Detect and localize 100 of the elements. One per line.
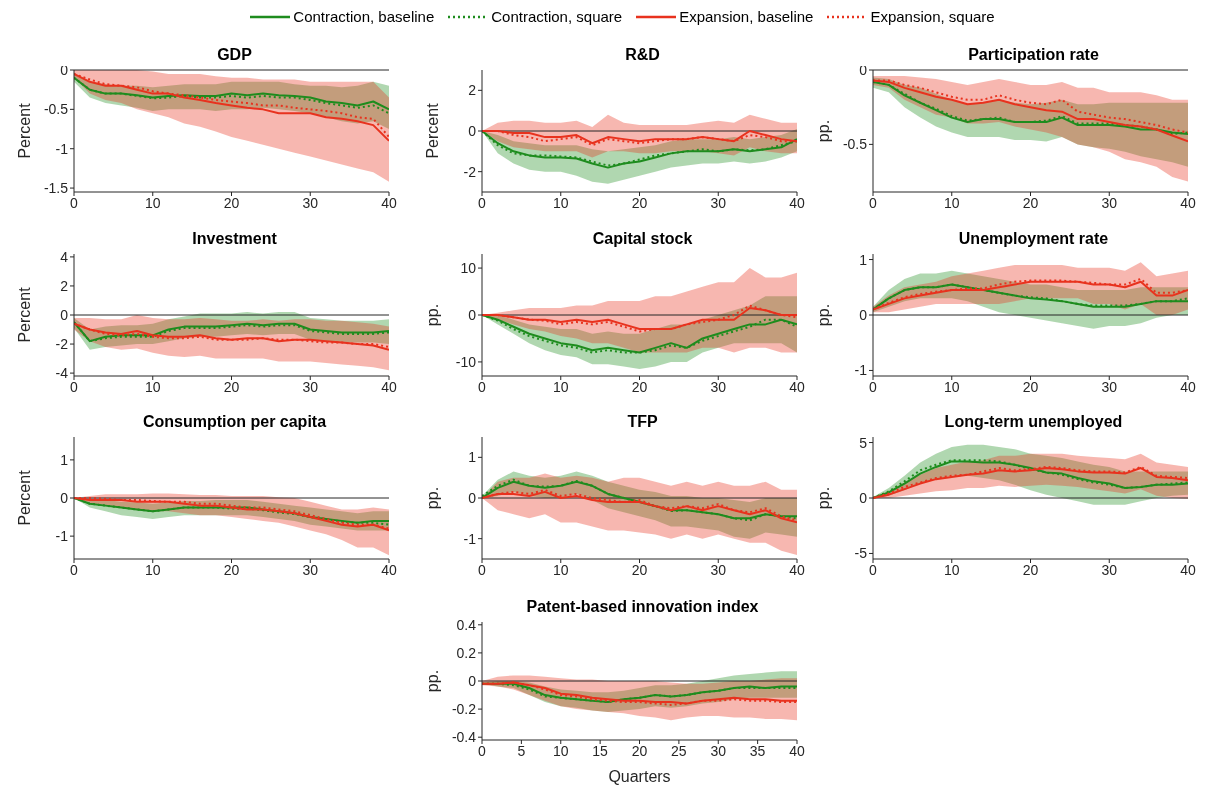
x-tick-label: 10 — [943, 561, 960, 578]
y-axis-title: pp. — [423, 303, 441, 327]
y-tick-label: -5 — [854, 545, 868, 562]
y-tick-label: 1 — [60, 451, 69, 468]
y-tick-label: 5 — [859, 434, 868, 451]
x-tick-label: 10 — [943, 194, 960, 211]
x-tick-label: 30 — [302, 378, 319, 395]
chart-title: Long-term unemployed — [943, 413, 1124, 432]
y-tick-label: 0.2 — [456, 644, 477, 661]
x-tick-label: 20 — [223, 378, 240, 395]
y-axis-title: Percent — [423, 102, 441, 159]
y-axis-title: Percent — [15, 102, 33, 159]
y-tick-label: 0 — [468, 672, 477, 689]
x-tick-label: 20 — [631, 194, 648, 211]
y-axis-title: pp. — [423, 669, 441, 693]
y-axis-title: pp. — [814, 486, 832, 510]
y-axis-title: pp. — [814, 119, 832, 143]
x-tick-label: 30 — [1101, 194, 1118, 211]
y-tick-label: 0.4 — [456, 616, 477, 633]
x-tick-label: 40 — [1180, 561, 1196, 578]
x-tick-label: 40 — [789, 378, 805, 395]
chart-title: Consumption per capita — [141, 413, 328, 432]
x-tick-label: 10 — [552, 378, 569, 395]
chart-title: Capital stock — [591, 230, 694, 249]
x-tick-label: 20 — [223, 561, 240, 578]
y-tick-label: 0 — [859, 61, 868, 78]
y-tick-label: 0 — [468, 122, 477, 139]
y-tick-label: -1 — [854, 362, 868, 379]
y-tick-label: 0 — [60, 489, 69, 506]
y-axis-title: pp. — [423, 486, 441, 510]
y-tick-label: -1 — [55, 140, 69, 157]
x-tick-label: 20 — [631, 561, 648, 578]
y-tick-label: -1.5 — [43, 180, 69, 197]
legend-label: Expansion, square — [870, 8, 995, 25]
y-tick-label: 0 — [468, 489, 477, 506]
x-tick-label: 20 — [1022, 194, 1039, 211]
y-tick-label: -2 — [55, 336, 69, 353]
x-tick-label: 25 — [671, 742, 687, 759]
chart-title: Participation rate — [968, 46, 1099, 63]
y-tick-label: -0.4 — [451, 729, 477, 746]
y-tick-label: -1 — [463, 530, 477, 547]
chart-title: TFP — [626, 413, 659, 432]
chart-title: Patent-based innovation index — [525, 598, 760, 617]
y-axis-title: Percent — [15, 286, 33, 343]
x-tick-label: 10 — [144, 378, 161, 395]
x-tick-label: 40 — [381, 194, 397, 211]
y-tick-label: -2 — [463, 163, 477, 180]
x-tick-label: 20 — [631, 742, 648, 759]
y-tick-label: 0 — [859, 306, 868, 323]
x-tick-label: 40 — [789, 194, 805, 211]
x-tick-label: 40 — [1180, 194, 1196, 211]
y-axis-title: pp. — [814, 303, 832, 327]
x-tick-label: 40 — [381, 561, 397, 578]
chart-title: GDP — [217, 46, 252, 63]
y-tick-label: -1 — [55, 528, 69, 545]
y-tick-label: 2 — [468, 82, 477, 99]
chart-title: Investment — [191, 230, 278, 249]
legend-label: Expansion, baseline — [679, 8, 814, 25]
y-tick-label: -0.5 — [842, 136, 868, 153]
x-tick-label: 40 — [1180, 378, 1196, 395]
y-tick-label: -10 — [455, 353, 477, 370]
x-tick-label: 30 — [710, 378, 727, 395]
y-axis-title: Percent — [15, 469, 33, 526]
x-tick-label: 10 — [144, 194, 161, 211]
y-tick-label: 1 — [859, 251, 868, 268]
y-tick-label: 1 — [468, 449, 477, 466]
x-tick-label: 40 — [381, 378, 397, 395]
x-tick-label: 30 — [1101, 561, 1118, 578]
x-tick-label: 20 — [1022, 378, 1039, 395]
y-tick-label: 4 — [60, 248, 69, 265]
y-tick-label: -0.2 — [451, 701, 477, 718]
chart-title: Unemployment rate — [957, 230, 1110, 249]
x-tick-label: 30 — [710, 561, 727, 578]
x-tick-label: 20 — [1022, 561, 1039, 578]
legend-label: Contraction, square — [491, 8, 623, 25]
y-tick-label: 0 — [60, 306, 69, 323]
x-tick-label: 35 — [749, 742, 766, 759]
x-tick-label: 40 — [789, 742, 805, 759]
y-tick-label: 0 — [60, 61, 69, 78]
x-tick-label: 10 — [552, 742, 569, 759]
x-tick-label: 10 — [144, 561, 161, 578]
x-tick-label: 40 — [789, 561, 805, 578]
x-tick-label: 30 — [1101, 378, 1118, 395]
legend-label: Contraction, baseline — [293, 8, 435, 25]
chart-title: R&D — [624, 46, 661, 65]
x-tick-label: 30 — [710, 194, 727, 211]
x-tick-label: 10 — [552, 561, 569, 578]
x-tick-label: 20 — [631, 378, 648, 395]
y-tick-label: 2 — [60, 277, 69, 294]
x-tick-label: 15 — [592, 742, 609, 759]
x-tick-label: 30 — [710, 742, 727, 759]
x-tick-label: 20 — [223, 194, 240, 211]
y-tick-label: 0 — [468, 306, 477, 323]
y-tick-label: 0 — [859, 489, 868, 506]
y-tick-label: 10 — [460, 260, 477, 277]
x-tick-label: 5 — [517, 742, 526, 759]
y-tick-label: -4 — [55, 365, 69, 382]
x-tick-label: 10 — [552, 194, 569, 211]
x-axis-title: Quarters — [608, 768, 671, 785]
x-tick-label: 30 — [302, 194, 319, 211]
